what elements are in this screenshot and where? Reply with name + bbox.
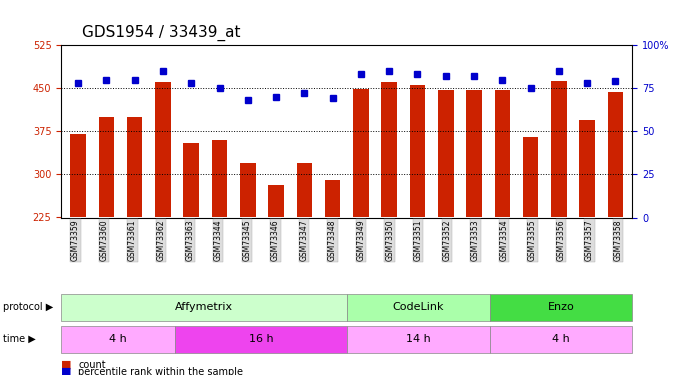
Text: GSM73358: GSM73358 [613, 219, 623, 261]
Text: 16 h: 16 h [249, 334, 273, 344]
Text: Enzo: Enzo [547, 302, 575, 312]
Text: GSM73360: GSM73360 [99, 219, 109, 261]
Text: GSM73359: GSM73359 [71, 219, 80, 261]
Text: count: count [78, 360, 106, 369]
Bar [410, 85, 425, 218]
Text: protocol ▶: protocol ▶ [3, 302, 54, 312]
Bar [579, 120, 595, 218]
Bar [551, 81, 566, 218]
Bar [353, 89, 369, 218]
Text: GSM73355: GSM73355 [528, 219, 537, 261]
Text: GSM73362: GSM73362 [156, 219, 166, 261]
Text: time ▶: time ▶ [3, 334, 36, 344]
Text: percentile rank within the sample: percentile rank within the sample [78, 367, 243, 375]
Bar [438, 90, 454, 218]
Text: ■: ■ [61, 367, 71, 375]
Bar [325, 180, 341, 218]
Text: GSM73354: GSM73354 [499, 219, 509, 261]
Text: GSM73356: GSM73356 [556, 219, 566, 261]
Bar [211, 140, 227, 218]
Bar [71, 134, 86, 218]
Bar [494, 90, 510, 218]
Text: GSM73350: GSM73350 [385, 219, 394, 261]
Bar [155, 82, 171, 218]
Text: Affymetrix: Affymetrix [175, 302, 233, 312]
Bar [127, 117, 143, 218]
Bar [269, 185, 284, 218]
Text: GSM73353: GSM73353 [471, 219, 480, 261]
Text: GSM73345: GSM73345 [242, 219, 252, 261]
Text: GSM73363: GSM73363 [185, 219, 194, 261]
Text: ■: ■ [61, 360, 71, 369]
Bar [296, 163, 312, 218]
Text: 4 h: 4 h [552, 334, 570, 344]
Text: GSM73346: GSM73346 [271, 219, 280, 261]
Text: GSM73361: GSM73361 [128, 219, 137, 261]
Text: GSM73347: GSM73347 [299, 219, 309, 261]
Text: GDS1954 / 33439_at: GDS1954 / 33439_at [82, 24, 240, 40]
Text: GSM73351: GSM73351 [413, 219, 423, 261]
Bar [184, 143, 199, 218]
Text: GSM73344: GSM73344 [214, 219, 223, 261]
Text: CodeLink: CodeLink [392, 302, 444, 312]
Text: GSM73349: GSM73349 [356, 219, 366, 261]
Text: GSM73357: GSM73357 [585, 219, 594, 261]
Text: 4 h: 4 h [109, 334, 127, 344]
Bar [466, 90, 482, 218]
Text: 14 h: 14 h [406, 334, 430, 344]
Bar [608, 92, 623, 218]
Text: GSM73352: GSM73352 [442, 219, 452, 261]
Text: GSM73348: GSM73348 [328, 219, 337, 261]
Bar [523, 137, 539, 218]
Bar [99, 117, 114, 218]
Bar [240, 163, 256, 218]
Bar [381, 82, 397, 218]
